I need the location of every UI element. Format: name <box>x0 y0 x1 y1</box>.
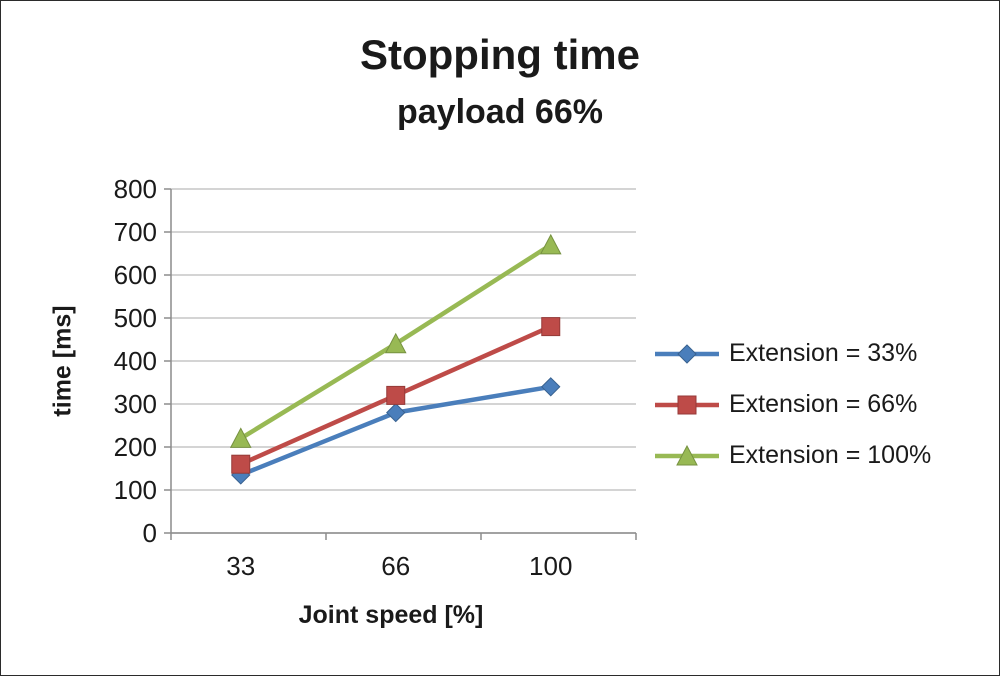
series-marker <box>541 377 561 397</box>
x-axis-title: Joint speed [%] <box>298 601 484 629</box>
legend-item: Extension = 33% <box>653 339 931 368</box>
y-tick-label: 300 <box>114 389 157 419</box>
series-marker <box>384 332 407 354</box>
legend-key <box>655 444 719 465</box>
y-axis-title: time [ms] <box>48 305 77 417</box>
series-marker <box>386 385 406 405</box>
y-tick-label: 500 <box>114 303 157 333</box>
x-tick-label: 100 <box>529 551 572 581</box>
series-marker <box>677 395 697 414</box>
legend: Extension = 33% Extension = 66% Extension … <box>653 339 931 470</box>
legend-label: Extension = 33% <box>729 339 918 367</box>
chart-title: Stopping time <box>360 31 640 78</box>
y-tick-label: 200 <box>114 432 157 462</box>
legend-key <box>655 395 719 414</box>
y-tick-label: 400 <box>114 346 157 376</box>
legend-label: Extension = 66% <box>729 390 918 418</box>
y-tick-label: 600 <box>114 260 157 290</box>
x-tick-label: 66 <box>381 551 410 581</box>
series-marker <box>677 343 697 364</box>
y-tick-label: 700 <box>114 217 157 247</box>
plot-area: 0 100 200 300 400 500 600 700 800 33 66 100 <box>114 174 637 581</box>
series-marker <box>541 317 561 337</box>
series-marker <box>386 402 406 423</box>
chart-subtitle: payload 66% <box>397 93 603 131</box>
x-tick-label: 33 <box>226 551 255 581</box>
y-tick-label: 800 <box>114 174 157 204</box>
series-marker <box>676 444 698 465</box>
legend-label: Extension = 100% <box>729 441 932 469</box>
legend-item: Extension = 66% <box>653 390 931 419</box>
series-marker <box>231 454 251 474</box>
series-marker <box>539 233 562 255</box>
y-tick-label: 100 <box>114 475 157 505</box>
series-marker <box>229 427 252 448</box>
legend-item: Extension = 100% <box>653 441 931 470</box>
y-tick-label: 0 <box>143 518 157 548</box>
legend-key <box>655 343 719 364</box>
